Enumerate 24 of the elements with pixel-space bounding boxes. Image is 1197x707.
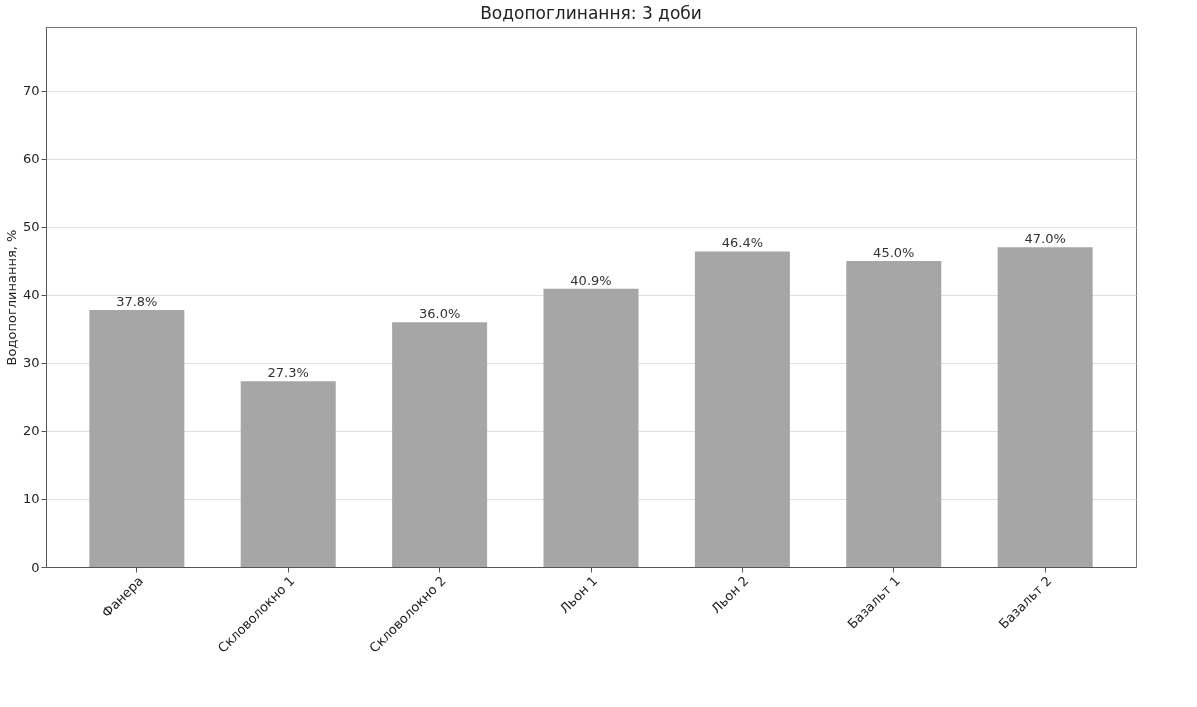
y-tick-label: 0 [31,559,40,575]
data-label: 45.0% [873,244,915,260]
data-label: 37.8% [116,293,158,309]
bar [997,247,1093,567]
y-tick-label: 60 [22,151,40,167]
bar [543,288,639,567]
data-label: 27.3% [267,365,309,381]
y-tick-label: 10 [22,491,40,507]
y-tick-label: 70 [22,83,40,99]
chart-title: Водопоглинання: 3 доби [480,3,702,23]
y-tick-label: 30 [22,355,40,371]
data-label: 40.9% [570,272,612,288]
data-label: 36.0% [418,306,461,322]
y-axis-title: Водопоглинання, % [3,229,19,366]
y-tick-label: 50 [22,219,40,235]
bar [240,381,336,567]
y-tick-label: 40 [22,287,40,303]
bar [694,251,790,567]
data-label: 47.0% [1024,231,1066,247]
bar [89,309,185,567]
data-label: 46.4% [721,235,764,251]
bar [392,322,488,567]
y-tick-label: 20 [22,423,40,439]
bar [846,260,942,567]
